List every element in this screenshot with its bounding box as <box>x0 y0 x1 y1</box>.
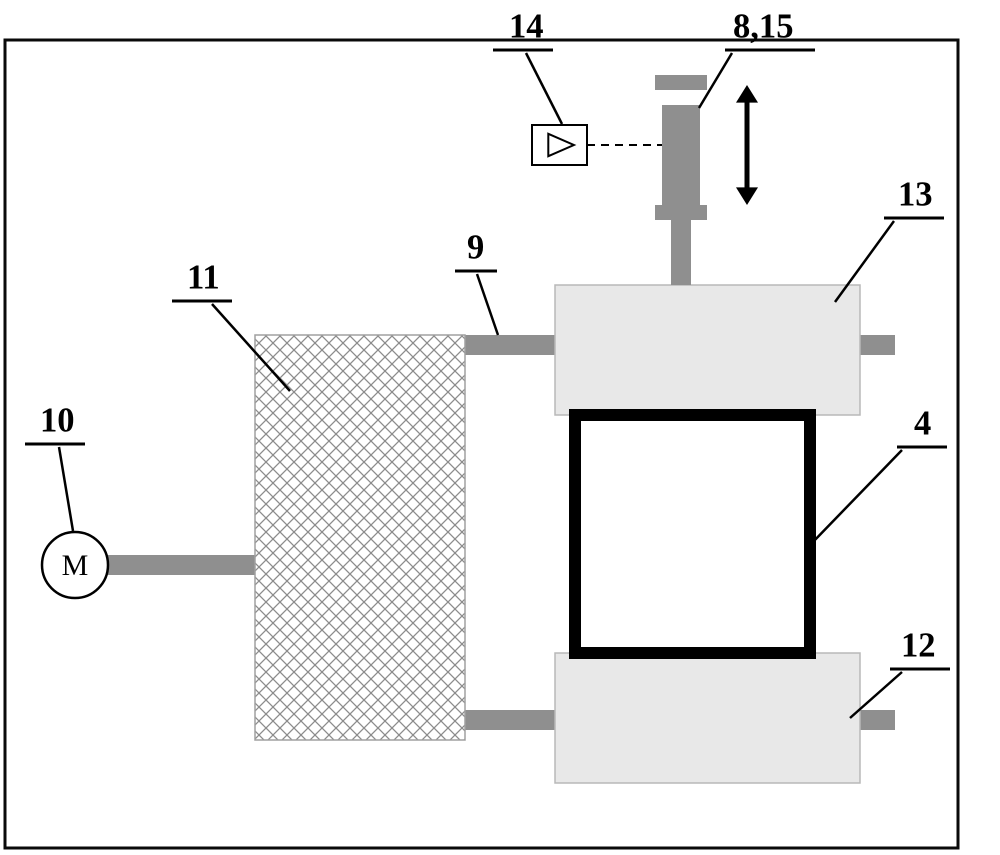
label-leader-l13 <box>835 221 894 302</box>
specimen-frame <box>575 415 810 653</box>
lower-block-stub <box>860 710 895 730</box>
amplifier-box <box>532 125 587 165</box>
label-leader-l14 <box>526 53 562 124</box>
label-text-l11: 11 <box>187 258 220 296</box>
stem-collar <box>662 105 700 210</box>
label-text-l4: 4 <box>914 404 931 442</box>
conn-motor-to-hatch <box>108 555 255 575</box>
label-text-l14: 14 <box>509 7 544 45</box>
gearbox-block <box>255 335 465 740</box>
diagram-svg: M 14 8,15 13 4 12 9 11 10 <box>0 0 1000 855</box>
label-text-l13: 13 <box>898 175 933 213</box>
upper-crosshead <box>555 285 860 415</box>
stem-cross-bottom <box>655 205 707 220</box>
label-text-l8_15: 8,15 <box>733 7 794 45</box>
label-leader-l4 <box>811 450 902 544</box>
stem-cross-top <box>655 75 707 90</box>
label-leader-l10 <box>59 447 73 531</box>
motion-arrow-head-down <box>736 187 758 205</box>
label-text-l10: 10 <box>40 401 75 439</box>
label-text-l12: 12 <box>901 626 936 664</box>
label-text-l9: 9 <box>467 228 484 266</box>
upper-block-stub <box>860 335 895 355</box>
motor-label: M <box>62 549 89 582</box>
conn-hatch-to-upper <box>465 335 555 355</box>
motion-arrow-head-up <box>736 85 758 103</box>
conn-hatch-to-lower <box>465 710 555 730</box>
label-leader-l9 <box>477 274 498 335</box>
lower-crosshead <box>555 653 860 783</box>
